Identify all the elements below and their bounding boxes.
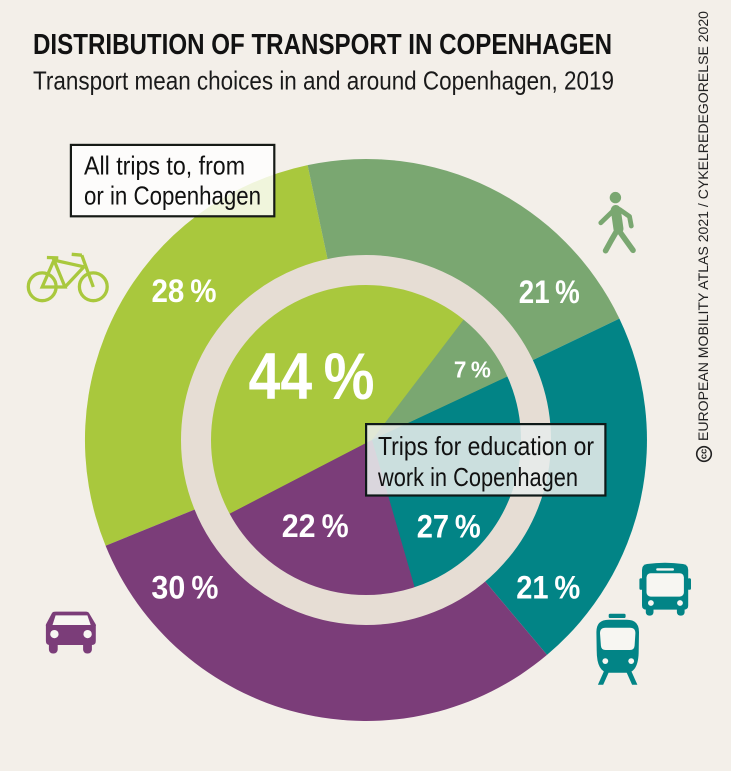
svg-text:EUROPEAN MOBILITY ATLAS 2021 /: EUROPEAN MOBILITY ATLAS 2021 / CYKELREDE…	[695, 11, 711, 441]
svg-text:Transport mean choices in and: Transport mean choices in and around Cop…	[33, 66, 614, 96]
svg-text:Trips for education or: Trips for education or	[378, 431, 594, 461]
svg-text:cc: cc	[699, 449, 710, 460]
svg-text:28 %: 28 %	[152, 273, 217, 309]
svg-text:or in Copenhagen: or in Copenhagen	[84, 181, 261, 211]
svg-text:21 %: 21 %	[519, 274, 580, 310]
svg-text:7 %: 7 %	[454, 356, 491, 382]
svg-text:22 %: 22 %	[282, 508, 349, 544]
svg-text:All trips to, from: All trips to, from	[84, 151, 245, 181]
svg-text:21 %: 21 %	[516, 569, 580, 605]
svg-text:work in Copenhagen: work in Copenhagen	[377, 462, 578, 492]
svg-text:27 %: 27 %	[417, 509, 481, 545]
svg-text:DISTRIBUTION OF TRANSPORT IN C: DISTRIBUTION OF TRANSPORT IN COPENHAGEN	[33, 29, 612, 61]
svg-text:44 %: 44 %	[249, 340, 375, 413]
svg-text:30 %: 30 %	[151, 570, 218, 606]
